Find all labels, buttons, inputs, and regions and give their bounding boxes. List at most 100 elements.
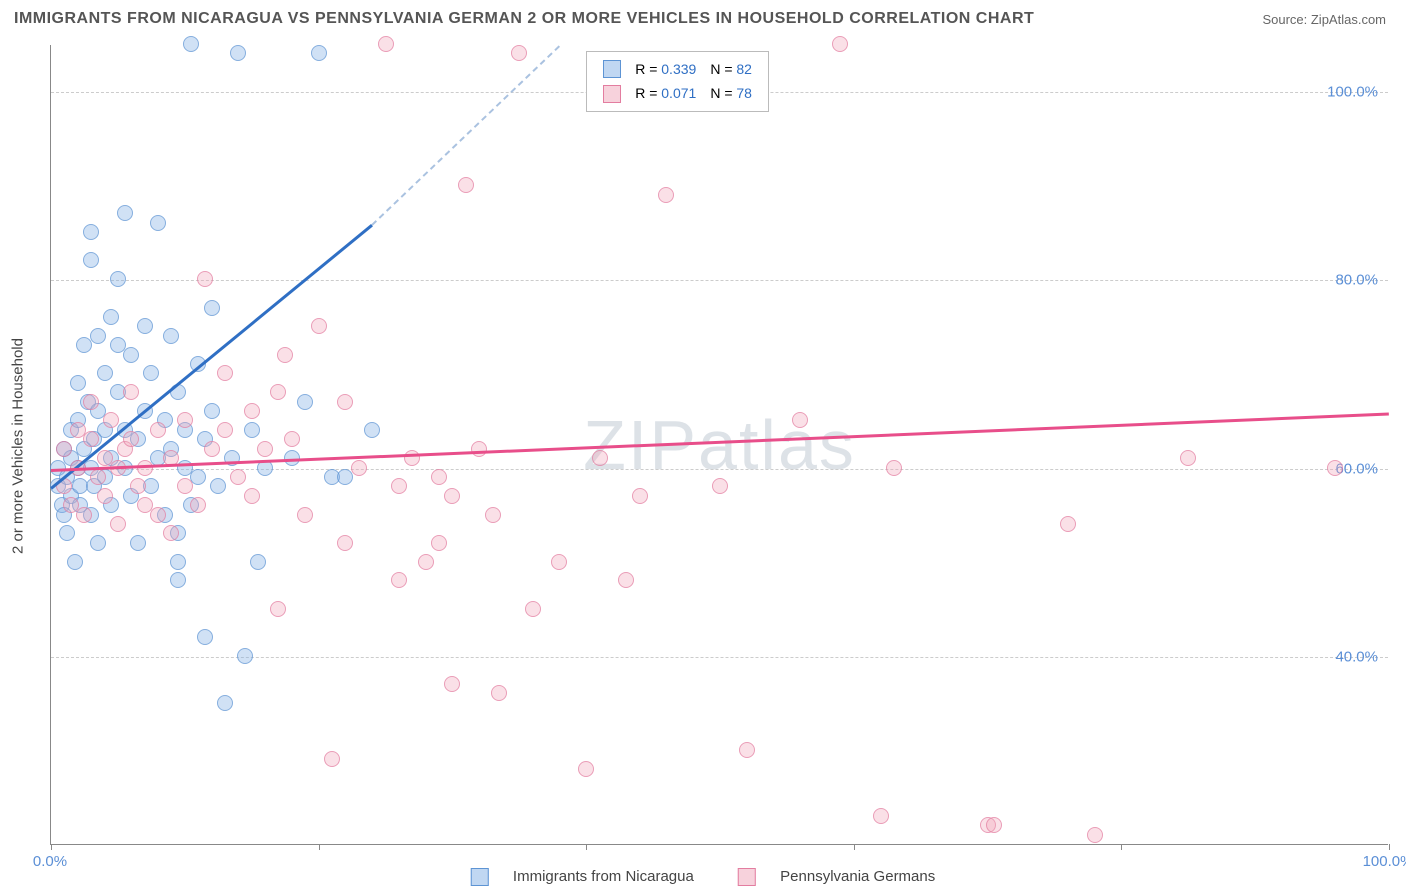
data-point <box>59 525 75 541</box>
data-point <box>103 309 119 325</box>
xtick <box>1389 844 1390 850</box>
data-point <box>143 365 159 381</box>
data-point <box>250 554 266 570</box>
data-point <box>123 384 139 400</box>
legend-label-1: Immigrants from Nicaragua <box>513 868 694 885</box>
xtick <box>854 844 855 850</box>
data-point <box>458 177 474 193</box>
data-point <box>190 469 206 485</box>
legend-label-2: Pennsylvania Germans <box>780 868 935 885</box>
data-point <box>204 441 220 457</box>
data-point <box>123 347 139 363</box>
data-point <box>444 676 460 692</box>
data-point <box>83 224 99 240</box>
data-point <box>244 422 260 438</box>
data-point <box>277 347 293 363</box>
data-point <box>1087 827 1103 843</box>
source-attribution: Source: ZipAtlas.com <box>1262 12 1386 27</box>
data-point <box>337 394 353 410</box>
ytick-label: 80.0% <box>1335 272 1378 289</box>
data-point <box>444 488 460 504</box>
data-point <box>244 403 260 419</box>
data-point <box>1180 450 1196 466</box>
legend-swatch-pink <box>738 868 756 886</box>
legend-swatch-blue <box>471 868 489 886</box>
data-point <box>1060 516 1076 532</box>
data-point <box>177 412 193 428</box>
data-point <box>297 507 313 523</box>
data-point <box>832 36 848 52</box>
data-point <box>110 516 126 532</box>
data-point <box>130 535 146 551</box>
data-point <box>578 761 594 777</box>
data-point <box>70 375 86 391</box>
data-point <box>217 695 233 711</box>
data-point <box>986 817 1002 833</box>
gridline <box>51 469 1388 470</box>
data-point <box>311 318 327 334</box>
data-point <box>190 497 206 513</box>
data-point <box>270 601 286 617</box>
data-point <box>204 300 220 316</box>
xtick-min-label: 0.0% <box>33 853 67 870</box>
data-point <box>210 478 226 494</box>
data-point <box>270 384 286 400</box>
data-point <box>658 187 674 203</box>
data-point <box>103 412 119 428</box>
legend-bottom: Immigrants from Nicaragua Pennsylvania G… <box>451 868 955 886</box>
data-point <box>123 431 139 447</box>
data-point <box>177 478 193 494</box>
data-point <box>117 205 133 221</box>
data-point <box>873 808 889 824</box>
data-point <box>618 572 634 588</box>
data-point <box>632 488 648 504</box>
data-point <box>551 554 567 570</box>
chart-title: IMMIGRANTS FROM NICARAGUA VS PENNSYLVANI… <box>14 10 1034 28</box>
data-point <box>391 478 407 494</box>
data-point <box>56 441 72 457</box>
data-point <box>170 572 186 588</box>
data-point <box>163 328 179 344</box>
data-point <box>244 488 260 504</box>
data-point <box>351 460 367 476</box>
data-point <box>83 394 99 410</box>
data-point <box>491 685 507 701</box>
data-point <box>90 328 106 344</box>
data-point <box>204 403 220 419</box>
data-point <box>364 422 380 438</box>
data-point <box>257 441 273 457</box>
data-point <box>712 478 728 494</box>
data-point <box>525 601 541 617</box>
data-point <box>418 554 434 570</box>
data-point <box>324 751 340 767</box>
data-point <box>337 535 353 551</box>
data-point <box>97 365 113 381</box>
data-point <box>197 629 213 645</box>
data-point <box>97 488 113 504</box>
data-point <box>83 252 99 268</box>
data-point <box>391 572 407 588</box>
data-point <box>150 422 166 438</box>
data-point <box>197 271 213 287</box>
data-point <box>311 45 327 61</box>
xtick <box>1121 844 1122 850</box>
data-point <box>230 45 246 61</box>
plot-area: ZIPatlas 40.0%60.0%80.0%100.0%R = 0.339N… <box>50 45 1388 845</box>
data-point <box>137 318 153 334</box>
data-point <box>170 554 186 570</box>
data-point <box>592 450 608 466</box>
data-point <box>130 478 146 494</box>
data-point <box>511 45 527 61</box>
data-point <box>150 507 166 523</box>
ytick-label: 40.0% <box>1335 648 1378 665</box>
data-point <box>217 365 233 381</box>
data-point <box>297 394 313 410</box>
data-point <box>431 469 447 485</box>
data-point <box>378 36 394 52</box>
data-point <box>485 507 501 523</box>
data-point <box>90 535 106 551</box>
xtick <box>319 844 320 850</box>
data-point <box>1327 460 1343 476</box>
data-point <box>739 742 755 758</box>
xtick <box>51 844 52 850</box>
